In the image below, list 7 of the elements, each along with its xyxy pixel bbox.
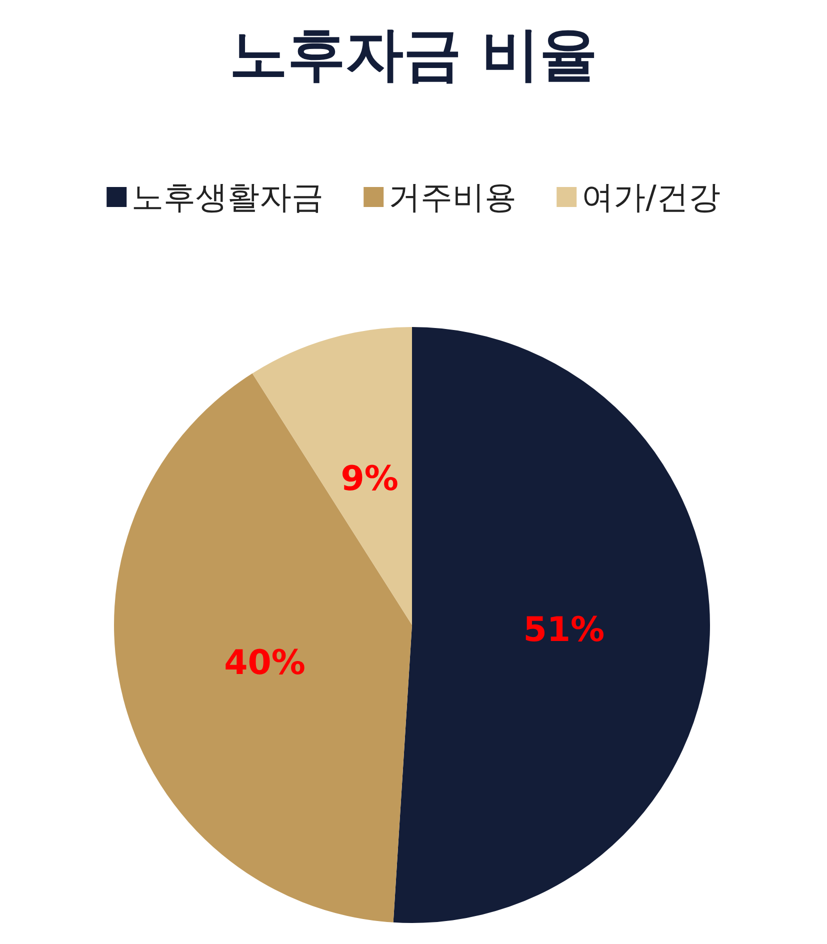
data-label: 9% <box>340 459 398 500</box>
legend-label: 여가/건강 <box>582 178 720 216</box>
data-label: 51% <box>523 610 605 650</box>
data-label: 40% <box>224 642 306 683</box>
chart-title: 노후자금 비율 <box>229 20 598 88</box>
legend-label: 거주비용 <box>388 178 517 216</box>
legend-label: 노후생활자금 <box>132 178 324 216</box>
